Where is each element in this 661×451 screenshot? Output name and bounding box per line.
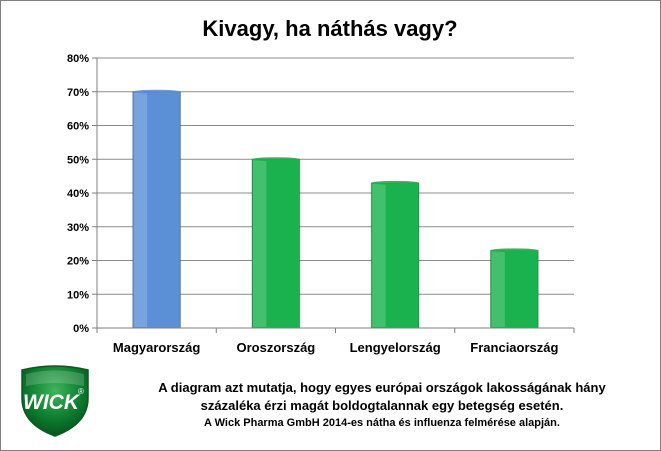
caption-line-2: százaléka érzi magát boldogtalannak egy … (200, 398, 564, 413)
bar (251, 158, 301, 329)
bar-cap (132, 89, 181, 94)
chart-title: Kivagy, ha náthás vagy? (202, 16, 457, 41)
bar-highlight (372, 183, 386, 327)
axes (92, 57, 575, 333)
x-category-label: Oroszország (237, 340, 316, 355)
x-category-label: Franciaország (470, 340, 558, 355)
bar (370, 182, 420, 329)
bar (132, 91, 181, 329)
axis-labels: 0% 10% 20% 30% 40% 50% 60% 70% 80% Magyarország Or… (67, 53, 559, 355)
bar-highlight (491, 251, 505, 327)
x-category-label: Magyarország (113, 340, 200, 355)
bar-3 (490, 248, 539, 329)
bar-cap (490, 248, 539, 253)
y-tick-label: 0% (73, 323, 89, 335)
y-tick-label: 70% (67, 87, 89, 99)
bar-highlight (253, 160, 267, 327)
wick-logo: WICK ® (21, 365, 89, 437)
bar-highlight (133, 92, 148, 327)
y-tick-label: 30% (67, 222, 89, 234)
bar-cap (252, 157, 300, 162)
y-tick-label: 40% (67, 188, 89, 200)
logo-registered-mark: ® (78, 387, 84, 396)
y-tick-label: 50% (67, 154, 89, 166)
caption-source: A Wick Pharma GmbH 2014-es nátha és infl… (204, 417, 560, 429)
bar (490, 249, 539, 329)
caption-line-1: A diagram azt mutatja, hogy egyes európa… (158, 380, 606, 395)
bar-cap (371, 180, 419, 185)
bars (132, 89, 539, 329)
bar-0 (132, 89, 181, 329)
y-tick-label: 10% (67, 289, 89, 301)
bar-2 (370, 180, 420, 329)
y-tick-label: 20% (67, 256, 89, 268)
y-tick-label: 80% (67, 53, 89, 65)
x-category-label: Lengyelország (350, 340, 441, 355)
logo-wordmark: WICK (23, 391, 81, 414)
y-tick-label: 60% (67, 121, 89, 133)
bar-1 (251, 157, 301, 329)
